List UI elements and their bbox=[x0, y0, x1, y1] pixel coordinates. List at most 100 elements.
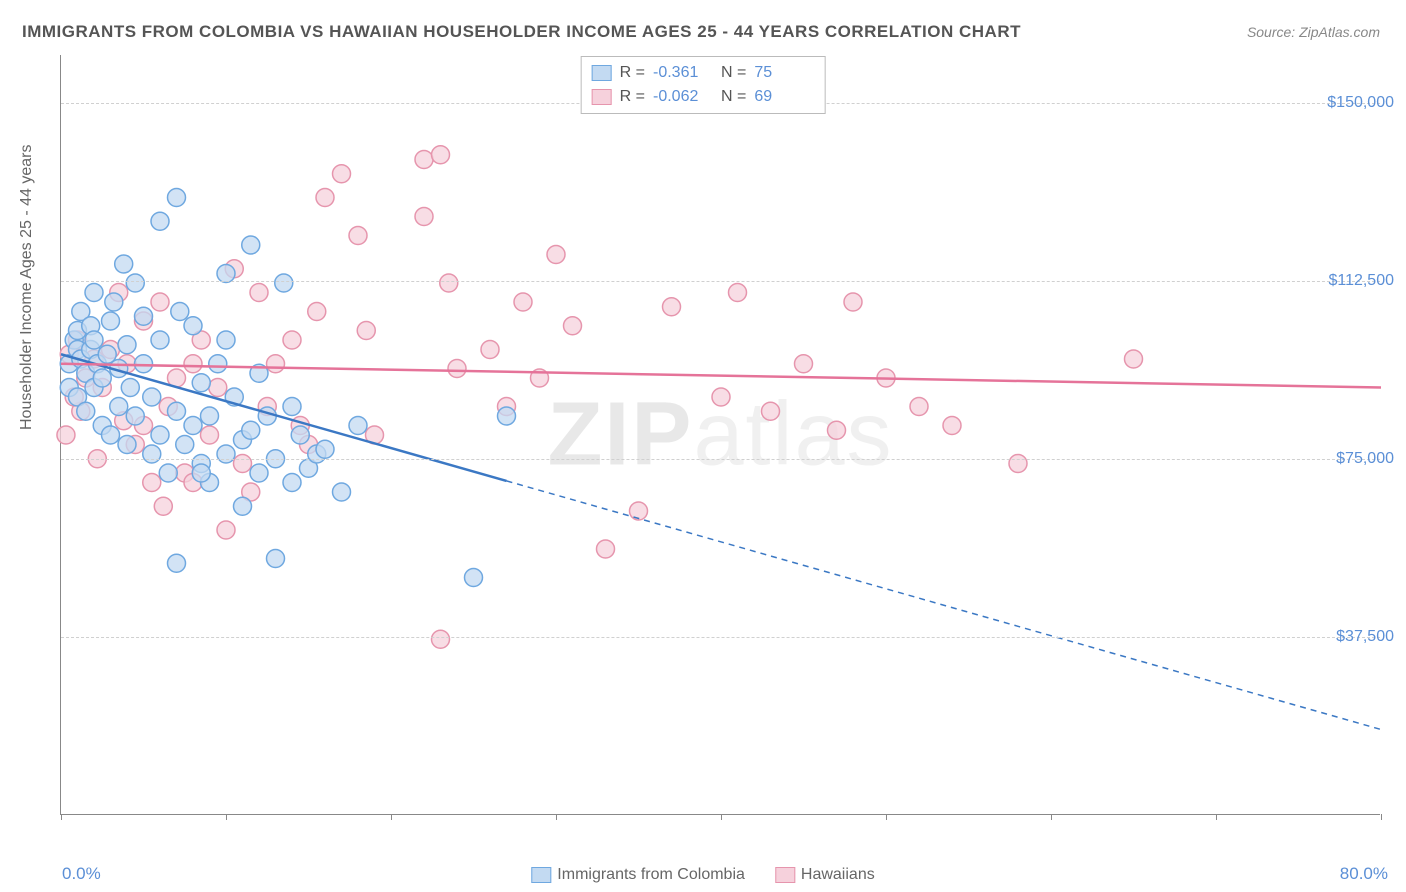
data-point bbox=[291, 426, 309, 444]
data-point bbox=[201, 407, 219, 425]
data-point bbox=[465, 569, 483, 587]
data-point bbox=[154, 497, 172, 515]
data-point bbox=[143, 474, 161, 492]
x-axis-max-label: 80.0% bbox=[1340, 864, 1388, 884]
data-point bbox=[209, 355, 227, 373]
data-point bbox=[118, 336, 136, 354]
data-point bbox=[943, 417, 961, 435]
data-point bbox=[151, 212, 169, 230]
data-point bbox=[118, 436, 136, 454]
r-value: -0.062 bbox=[653, 85, 713, 109]
data-point bbox=[234, 455, 252, 473]
plot-area: ZIPatlas bbox=[60, 55, 1380, 815]
data-point bbox=[630, 502, 648, 520]
n-label: N = bbox=[721, 85, 746, 109]
data-point bbox=[217, 521, 235, 539]
data-point bbox=[440, 274, 458, 292]
data-point bbox=[357, 322, 375, 340]
data-point bbox=[143, 445, 161, 463]
data-point bbox=[110, 398, 128, 416]
gridline bbox=[61, 281, 1380, 282]
data-point bbox=[448, 360, 466, 378]
n-value: 69 bbox=[754, 85, 814, 109]
data-point bbox=[283, 474, 301, 492]
legend-swatch bbox=[592, 65, 612, 81]
legend-swatch bbox=[592, 89, 612, 105]
data-point bbox=[349, 227, 367, 245]
x-tick bbox=[556, 814, 557, 820]
data-point bbox=[316, 440, 334, 458]
data-point bbox=[283, 331, 301, 349]
data-point bbox=[184, 417, 202, 435]
data-point bbox=[597, 540, 615, 558]
x-tick bbox=[391, 814, 392, 820]
data-point bbox=[168, 402, 186, 420]
gridline bbox=[61, 637, 1380, 638]
data-point bbox=[795, 355, 813, 373]
x-tick bbox=[886, 814, 887, 820]
data-point bbox=[267, 550, 285, 568]
data-point bbox=[1009, 455, 1027, 473]
legend-label: Immigrants from Colombia bbox=[557, 866, 745, 883]
data-point bbox=[85, 331, 103, 349]
data-point bbox=[267, 355, 285, 373]
x-tick bbox=[1216, 814, 1217, 820]
data-point bbox=[663, 298, 681, 316]
data-point bbox=[432, 146, 450, 164]
data-point bbox=[308, 303, 326, 321]
data-point bbox=[102, 426, 120, 444]
data-point bbox=[168, 189, 186, 207]
data-point bbox=[910, 398, 928, 416]
data-point bbox=[217, 445, 235, 463]
gridline bbox=[61, 459, 1380, 460]
y-tick-label: $112,500 bbox=[1328, 272, 1394, 290]
data-point bbox=[234, 497, 252, 515]
data-point bbox=[1125, 350, 1143, 368]
data-point bbox=[159, 464, 177, 482]
data-point bbox=[115, 255, 133, 273]
data-point bbox=[481, 341, 499, 359]
data-point bbox=[250, 284, 268, 302]
data-point bbox=[349, 417, 367, 435]
legend-label: Hawaiians bbox=[801, 866, 875, 883]
data-point bbox=[498, 407, 516, 425]
x-tick bbox=[61, 814, 62, 820]
data-point bbox=[729, 284, 747, 302]
data-point bbox=[168, 554, 186, 572]
legend-swatch bbox=[531, 867, 551, 883]
data-point bbox=[126, 407, 144, 425]
legend-item: Hawaiians bbox=[775, 866, 875, 884]
data-point bbox=[201, 426, 219, 444]
data-point bbox=[514, 293, 532, 311]
data-point bbox=[171, 303, 189, 321]
data-point bbox=[176, 436, 194, 454]
data-point bbox=[432, 630, 450, 648]
y-tick-label: $75,000 bbox=[1336, 450, 1394, 468]
data-point bbox=[415, 208, 433, 226]
data-point bbox=[250, 464, 268, 482]
trend-line-extrapolated bbox=[507, 481, 1382, 730]
series-legend: Immigrants from Colombia Hawaiians bbox=[531, 866, 874, 884]
y-tick-label: $150,000 bbox=[1327, 94, 1394, 112]
data-point bbox=[135, 355, 153, 373]
legend-row: R =-0.062N =69 bbox=[592, 85, 815, 109]
data-point bbox=[151, 293, 169, 311]
data-point bbox=[242, 236, 260, 254]
data-point bbox=[184, 317, 202, 335]
r-value: -0.361 bbox=[653, 61, 713, 85]
x-tick bbox=[1381, 814, 1382, 820]
data-point bbox=[151, 426, 169, 444]
data-point bbox=[415, 151, 433, 169]
data-point bbox=[192, 374, 210, 392]
chart-title: IMMIGRANTS FROM COLOMBIA VS HAWAIIAN HOU… bbox=[22, 22, 1021, 42]
y-axis-label: Householder Income Ages 25 - 44 years bbox=[18, 145, 36, 431]
x-tick bbox=[721, 814, 722, 820]
data-point bbox=[275, 274, 293, 292]
data-point bbox=[333, 483, 351, 501]
data-point bbox=[135, 307, 153, 325]
correlation-legend: R =-0.361N =75R =-0.062N =69 bbox=[581, 56, 826, 114]
data-point bbox=[102, 312, 120, 330]
data-point bbox=[547, 246, 565, 264]
r-label: R = bbox=[620, 61, 645, 85]
data-point bbox=[762, 402, 780, 420]
